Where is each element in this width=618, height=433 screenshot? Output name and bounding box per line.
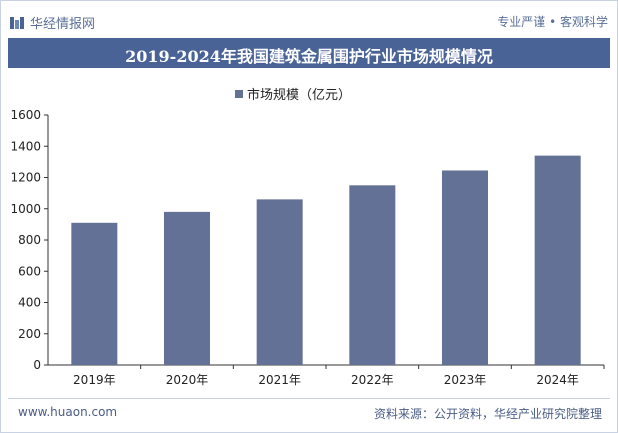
logo-icon: [10, 16, 24, 29]
x-tick-label: 2022年: [351, 373, 394, 387]
bar: [164, 211, 210, 365]
y-tick-label: 200: [18, 327, 41, 341]
bar: [534, 155, 581, 365]
y-tick-label: 1400: [10, 139, 41, 153]
brand-name: 华经情报网: [30, 17, 96, 32]
title-bar: 2019-2024年我国建筑金属围护行业市场规模情况: [8, 38, 610, 68]
chart-title: 2019-2024年我国建筑金属围护行业市场规模情况: [125, 47, 493, 66]
y-tick-label: 0: [33, 358, 41, 372]
x-tick-label: 2021年: [258, 373, 301, 387]
legend-label: 市场规模（亿元）: [247, 88, 352, 103]
bar: [71, 222, 118, 365]
x-tick-label: 2020年: [166, 373, 209, 387]
x-tick-label: 2023年: [444, 373, 487, 387]
tagline: 专业严谨 • 客观科学: [497, 15, 608, 29]
x-tick-label: 2019年: [73, 373, 116, 387]
y-tick-label: 1600: [10, 108, 41, 122]
brand-logo[interactable]: 华经情报网: [10, 13, 95, 32]
y-tick-label: 600: [18, 264, 41, 278]
x-tick-label: 2024年: [536, 373, 579, 387]
y-tick-label: 800: [18, 233, 41, 247]
footer-divider: [8, 398, 610, 399]
bar: [256, 199, 303, 365]
legend: 市场规模（亿元）: [235, 84, 351, 103]
footer-website[interactable]: www.huaon.com: [18, 405, 118, 419]
legend-swatch: [235, 89, 243, 98]
y-tick-label: 1200: [10, 171, 41, 185]
bar: [442, 170, 488, 365]
bar: [349, 185, 396, 365]
header-bar: 华经情报网 专业严谨 • 客观科学: [8, 6, 610, 34]
footer-source: 资料来源：公开资料，华经产业研究院整理: [373, 407, 602, 421]
y-tick-label: 400: [18, 296, 41, 310]
y-tick-label: 1000: [10, 202, 41, 216]
